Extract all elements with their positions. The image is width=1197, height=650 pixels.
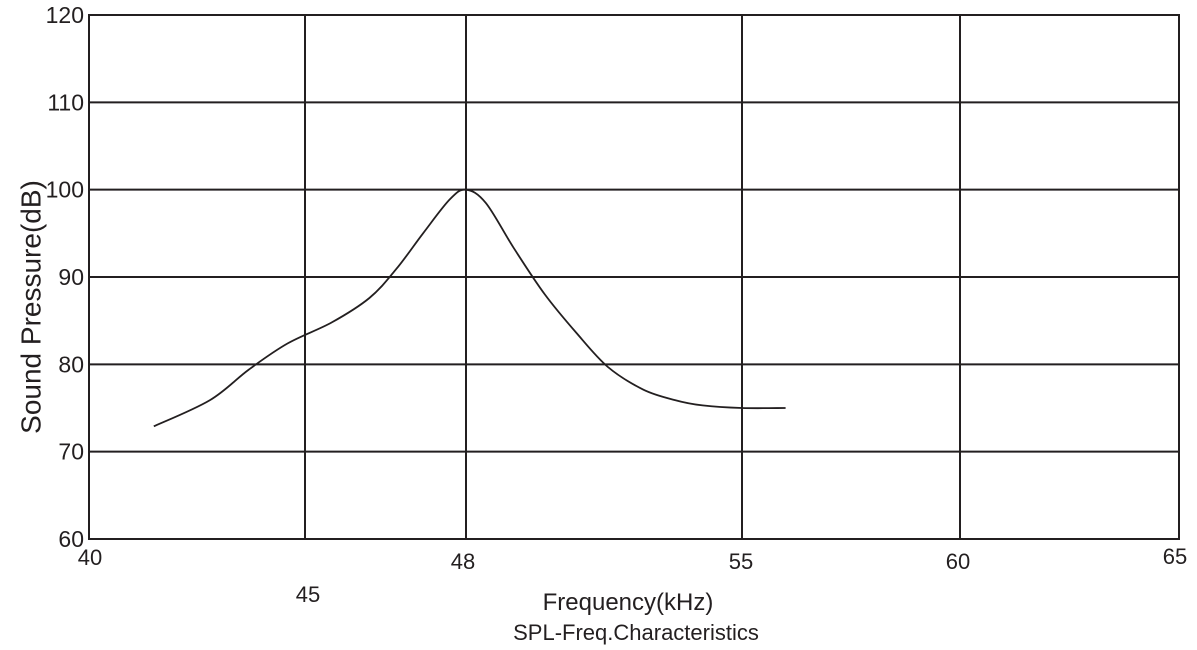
- y-axis-title: Sound Pressure(dB): [15, 180, 46, 434]
- x-axis-title: Frequency(kHz): [543, 589, 714, 616]
- y-tick-label: 110: [47, 89, 84, 115]
- x-tick-label: 40: [78, 545, 102, 570]
- x-tick-label: 48: [451, 549, 475, 574]
- plot-frame: [88, 14, 1180, 540]
- y-tick-label: 100: [46, 177, 84, 203]
- y-tick-labels: 60 70 80 90 100 110 120: [46, 2, 84, 552]
- x-tick-labels: 40 45 48 55 60 65: [78, 544, 1187, 607]
- x-tick-label: 55: [729, 549, 753, 574]
- x-tick-label: 45: [296, 582, 320, 607]
- y-tick-label: 60: [58, 526, 84, 552]
- y-tick-label: 70: [58, 439, 84, 465]
- x-tick-label: 60: [946, 549, 970, 574]
- y-tick-label: 90: [58, 264, 84, 290]
- x-tick-label: 65: [1163, 544, 1187, 569]
- grid: [88, 14, 1180, 540]
- y-tick-label: 80: [58, 351, 84, 377]
- spl-curve: [153, 188, 786, 428]
- y-tick-label: 120: [46, 2, 84, 28]
- chart-caption: SPL-Freq.Characteristics: [513, 620, 759, 645]
